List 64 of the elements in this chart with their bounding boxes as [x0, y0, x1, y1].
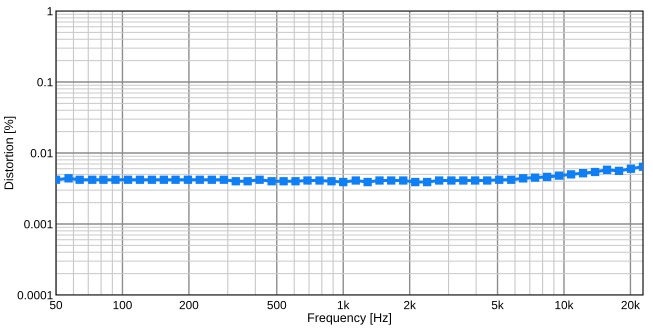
point — [243, 177, 252, 186]
point — [327, 177, 336, 186]
y-tick-label: 0.0001 — [18, 291, 53, 300]
y-tick-label: 1 — [48, 7, 53, 16]
point — [171, 176, 180, 184]
point — [303, 176, 312, 185]
y-tick-label: 0.01 — [30, 149, 53, 158]
point — [375, 176, 384, 185]
point — [530, 173, 540, 182]
point — [352, 176, 360, 185]
x-tick-label: 20k — [622, 300, 640, 310]
point — [184, 176, 192, 184]
point — [315, 176, 324, 185]
x-tick-label: 200 — [180, 300, 198, 310]
point — [590, 168, 600, 176]
point — [196, 176, 204, 184]
point — [88, 176, 96, 184]
point — [411, 178, 420, 186]
point — [518, 174, 528, 182]
point — [291, 177, 300, 186]
x-tick-label: 1k — [338, 300, 350, 310]
point — [566, 170, 576, 179]
point — [220, 176, 228, 184]
point — [578, 168, 588, 178]
y-tick-label: 0.001 — [24, 220, 53, 228]
point — [124, 176, 132, 184]
x-tick-label: 5k — [492, 300, 504, 310]
point — [554, 171, 564, 180]
point — [111, 176, 120, 184]
point — [459, 176, 468, 185]
point — [279, 177, 288, 186]
x-axis-title: Frequency [Hz] — [308, 312, 391, 325]
point — [64, 174, 73, 182]
point — [626, 164, 636, 173]
point — [267, 177, 276, 186]
point — [447, 176, 456, 185]
point — [387, 176, 396, 185]
point — [602, 166, 612, 174]
point — [208, 176, 216, 184]
point — [507, 176, 516, 184]
point — [232, 177, 240, 186]
y-tick-label: 0.1 — [37, 78, 53, 86]
point — [136, 176, 144, 184]
x-tick-label: 50 — [50, 300, 62, 310]
point — [255, 176, 264, 184]
x-tick-label: 100 — [114, 300, 132, 310]
point — [399, 176, 408, 185]
point — [99, 176, 108, 184]
point — [339, 178, 348, 186]
point — [434, 176, 444, 185]
point — [363, 178, 372, 186]
point — [76, 176, 84, 184]
y-axis-title: Distortion [%] — [4, 116, 16, 190]
point — [471, 176, 480, 185]
x-tick-label: 500 — [267, 300, 286, 310]
point — [148, 176, 156, 184]
x-tick-label: 2k — [404, 300, 416, 310]
point — [483, 176, 492, 185]
point — [160, 176, 168, 184]
point — [542, 172, 552, 182]
point — [495, 176, 504, 184]
x-tick-label: 10k — [555, 300, 574, 310]
point — [422, 178, 432, 186]
point — [614, 166, 624, 176]
